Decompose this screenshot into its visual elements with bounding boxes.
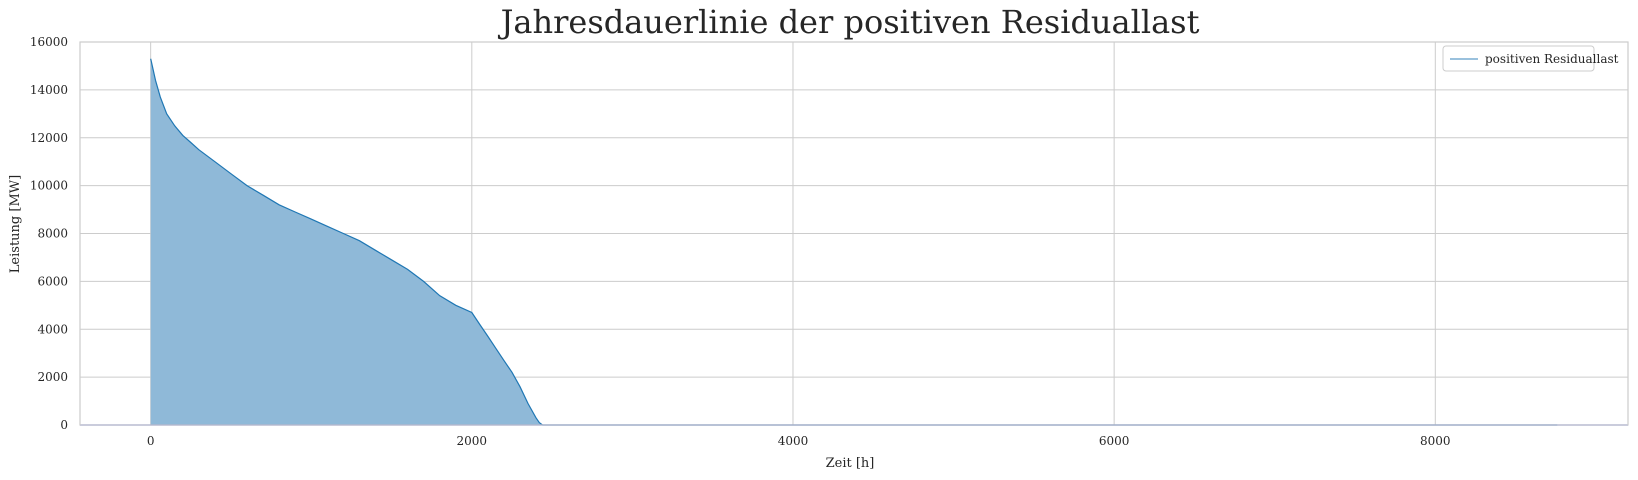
plot-frame <box>79 41 1629 426</box>
legend-entry-label: positiven Residuallast <box>1485 52 1619 66</box>
y-tick-label: 16000 <box>30 35 68 49</box>
x-tick-label: 6000 <box>1099 434 1130 448</box>
y-tick-label: 2000 <box>37 370 68 384</box>
tick-labels: 0 2000 4000 6000 8000 0 2000 4000 6000 8000 10000 1… <box>30 35 1451 448</box>
y-tick-label: 10000 <box>30 179 68 193</box>
y-tick-label: 6000 <box>37 274 68 288</box>
y-axis-label: Leistung [MW] <box>8 175 23 273</box>
y-tick-label: 14000 <box>30 83 68 97</box>
legend: positiven Residuallast <box>1442 45 1619 72</box>
plot-area <box>80 58 1628 426</box>
x-tick-label: 2000 <box>457 434 488 448</box>
y-tick-label: 0 <box>60 418 68 432</box>
y-tick-label: 4000 <box>37 322 68 336</box>
chart-title: Jahresdauerlinie der positiven Residuall… <box>498 3 1200 41</box>
series-line <box>150 58 1558 426</box>
y-tick-label: 8000 <box>37 227 68 241</box>
x-axis-label: Zeit [h] <box>826 456 875 471</box>
legend-box <box>1442 45 1595 72</box>
series-area <box>150 58 1558 426</box>
x-tick-label: 4000 <box>778 434 809 448</box>
x-tick-label: 8000 <box>1420 434 1451 448</box>
y-tick-label: 12000 <box>30 131 68 145</box>
x-tick-label: 0 <box>147 434 155 448</box>
